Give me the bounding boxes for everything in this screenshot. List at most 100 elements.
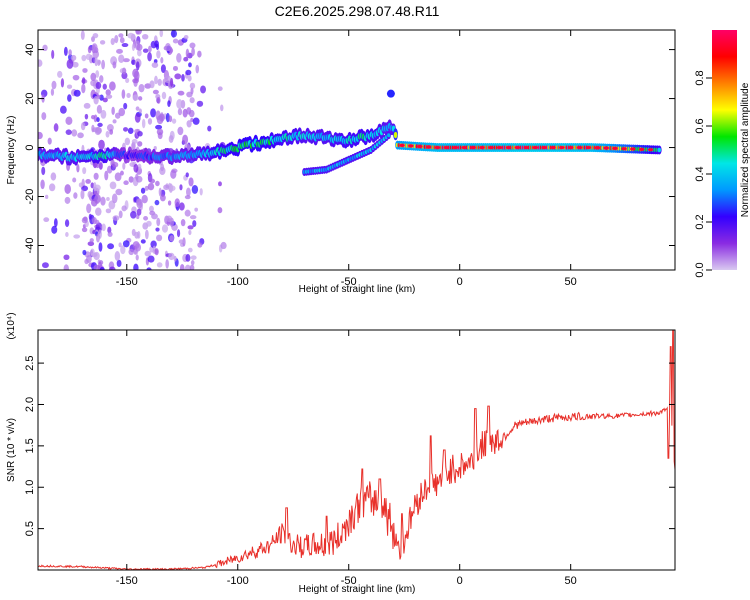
spectrogram-noise-point bbox=[50, 88, 55, 96]
spectrogram-noise-point bbox=[170, 30, 178, 38]
spectrogram-noise-point bbox=[93, 251, 100, 261]
spectrogram-noise-point bbox=[114, 34, 119, 44]
spectrogram-noise-point bbox=[190, 255, 197, 260]
spectrogram-noise-point bbox=[65, 232, 69, 237]
spectrogram-noise-point bbox=[63, 254, 70, 261]
spectrogram-noise-point bbox=[176, 99, 183, 109]
spectrogram-noise-point bbox=[156, 128, 164, 136]
spectrogram-noise-point bbox=[38, 131, 43, 140]
spectrogram-noise-point bbox=[81, 217, 88, 224]
spectrogram-noise-point bbox=[132, 94, 139, 101]
spectrogram-noise-point bbox=[179, 184, 183, 191]
spectrogram-noise-point bbox=[118, 210, 123, 219]
snr-y-tick-label: 0.5 bbox=[24, 521, 36, 536]
spectrogram-noise-point bbox=[154, 248, 159, 256]
spectrogram-noise-point bbox=[184, 195, 191, 200]
spectrogram-noise-point bbox=[95, 207, 102, 216]
spectrogram-noise-point bbox=[111, 106, 115, 116]
spectrogram-noise-point bbox=[135, 175, 143, 183]
spectrogram-peak-point bbox=[496, 145, 503, 150]
spectrogram-noise-point bbox=[44, 194, 49, 200]
spectrogram-noise-point bbox=[178, 202, 185, 211]
spectrogram-noise-point bbox=[218, 181, 222, 187]
spectrogram-noise-point bbox=[63, 46, 68, 57]
spectrogram-noise-point bbox=[131, 138, 138, 144]
spectrogram-noise-point bbox=[94, 126, 102, 136]
spectrogram-noise-point bbox=[81, 54, 87, 62]
spectrogram-noise-point bbox=[89, 238, 94, 243]
spectrogram-peak-point bbox=[647, 148, 654, 152]
spectrogram-noise-point bbox=[177, 90, 185, 96]
spectrogram-noise-point bbox=[140, 239, 146, 244]
spectrogram-noise-point bbox=[172, 38, 179, 44]
spectrogram-peak-point bbox=[532, 145, 538, 150]
spectrogram-noise-point bbox=[40, 179, 45, 190]
spectrogram-noise-point bbox=[99, 75, 104, 83]
spectrogram-noise-point bbox=[155, 124, 163, 130]
snr-y-ticks: 0.5 1.0 1.5 2.0 2.5 bbox=[24, 355, 675, 536]
spectrogram-noise-point bbox=[147, 255, 155, 263]
spectrogram-noise-point bbox=[183, 34, 189, 40]
spectrogram-noise-point bbox=[121, 43, 129, 48]
spectrogram-noise-point bbox=[119, 37, 125, 44]
spectrogram-noise-point bbox=[51, 225, 58, 234]
spectrogram-peak-point bbox=[487, 145, 494, 150]
spectrogram-noise-point bbox=[101, 223, 106, 232]
spectrogram-panel: -150 -100 -50 0 50 -40 -20 0 20 40 Height of str… bbox=[6, 29, 676, 295]
spectrogram-peak-point bbox=[559, 145, 565, 150]
spectrogram-noise-point bbox=[87, 46, 92, 54]
spectrogram-noise-point bbox=[127, 32, 135, 39]
spectrogram-noise-point bbox=[78, 182, 84, 188]
spectrogram-x-ticks: -150 -100 -50 0 50 bbox=[116, 30, 577, 288]
spectrogram-noise-point bbox=[143, 216, 149, 221]
snr-x-tick-label: -150 bbox=[116, 575, 138, 587]
spectrogram-peak-point bbox=[470, 145, 476, 150]
spectrogram-noise-point bbox=[159, 30, 164, 38]
spectrogram-noise-point bbox=[165, 259, 169, 269]
spectrogram-noise-point bbox=[123, 102, 128, 110]
spectrogram-noise-point bbox=[102, 97, 108, 103]
spectrogram-noise-point bbox=[137, 141, 143, 147]
spectrogram-noise-point bbox=[90, 198, 98, 207]
spectrogram-peak-point bbox=[585, 145, 592, 150]
snr-x-axis-label: Height of straight line (km) bbox=[299, 584, 416, 595]
spectrogram-peak-point bbox=[514, 145, 521, 150]
spectrogram-noise-point bbox=[158, 187, 162, 197]
spectrogram-noise-point bbox=[156, 262, 163, 268]
snr-x-tick-label: 50 bbox=[565, 575, 577, 587]
spectrogram-noise-point bbox=[105, 89, 111, 96]
spectrogram-noise-point bbox=[85, 53, 92, 61]
snr-x-tick-label: -50 bbox=[341, 575, 357, 587]
spectrogram-noise-point bbox=[179, 263, 185, 270]
spectrogram-noise-point bbox=[116, 259, 122, 268]
spectrogram-noise-point bbox=[122, 162, 126, 170]
spectrogram-noise-point bbox=[186, 91, 193, 98]
spectrogram-noise-point bbox=[68, 49, 72, 56]
spectrogram-peak-point bbox=[541, 145, 547, 150]
spectrogram-noise-point bbox=[92, 32, 99, 39]
spectrogram-noise-point bbox=[138, 96, 143, 101]
spectrogram-noise-point bbox=[207, 125, 212, 132]
spectrogram-noise-point bbox=[146, 220, 152, 227]
spectrogram-noise-point bbox=[84, 113, 89, 120]
spectrogram-noise-point bbox=[190, 260, 195, 266]
spectrogram-noise-point bbox=[41, 112, 47, 121]
spectrogram-x-tick-label: 0 bbox=[457, 276, 463, 288]
spectrogram-noise-point bbox=[110, 38, 115, 46]
spectrogram-peak-point bbox=[567, 145, 574, 150]
spectrogram-noise-point bbox=[200, 85, 206, 94]
spectrogram-noise-point bbox=[135, 30, 140, 35]
spectrogram-noise-point bbox=[172, 65, 179, 71]
spectrogram-noise-point bbox=[104, 170, 109, 181]
spectrogram-noise-point bbox=[156, 50, 161, 59]
spectrogram-noise-point bbox=[134, 243, 142, 252]
spectrogram-noise-point bbox=[131, 59, 136, 65]
spectrogram-peak-point bbox=[452, 145, 459, 150]
spectrogram-noise-point bbox=[151, 213, 158, 220]
spectrogram-peak-point bbox=[523, 145, 530, 150]
spectrogram-noise-point bbox=[149, 80, 155, 89]
spectrogram-y-axis-label: Frequency (Hz) bbox=[6, 116, 17, 185]
spectrogram-noise-point bbox=[107, 231, 113, 237]
spectrogram-noise-point bbox=[160, 194, 166, 202]
spectrogram-frame bbox=[37, 29, 676, 271]
